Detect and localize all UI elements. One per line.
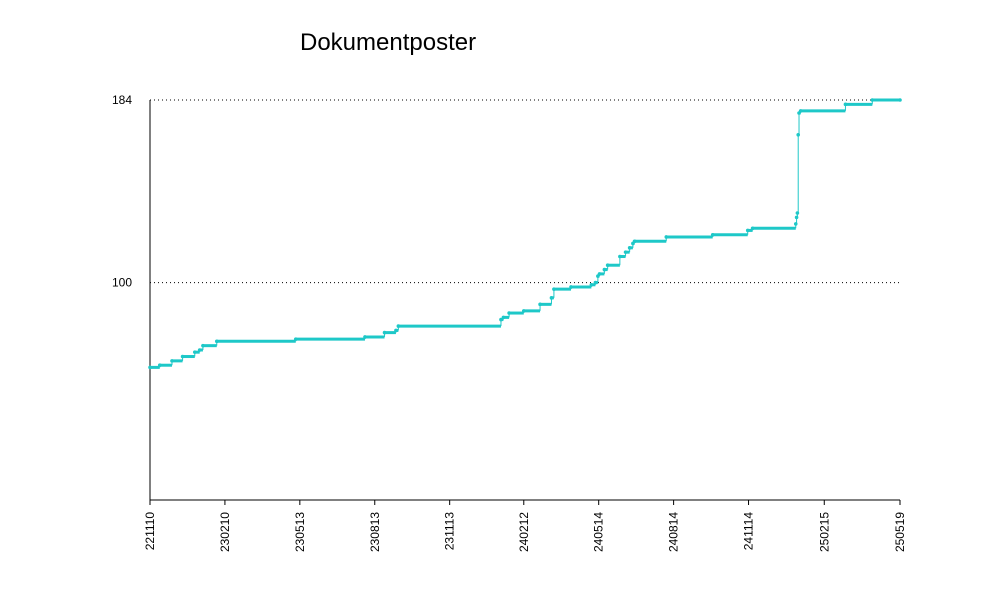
- x-tick-label: 230513: [293, 512, 307, 552]
- point: [794, 215, 799, 220]
- point: [795, 211, 800, 215]
- point: [602, 267, 607, 272]
- point: [148, 365, 152, 370]
- point: [843, 102, 848, 107]
- point: [793, 222, 798, 226]
- chart-title: Dokumentposter: [300, 29, 476, 56]
- point: [569, 285, 573, 289]
- point: [593, 280, 598, 285]
- point: [170, 359, 174, 363]
- point: [501, 315, 506, 320]
- point: [898, 98, 902, 102]
- x-tick-label: 250519: [893, 512, 907, 552]
- point: [664, 235, 669, 239]
- point: [632, 239, 637, 244]
- point: [192, 350, 197, 354]
- point: [363, 335, 367, 339]
- point: [589, 282, 594, 287]
- x-tick-label: 230210: [218, 512, 232, 552]
- point: [623, 250, 628, 254]
- point: [796, 132, 801, 137]
- point: [499, 317, 503, 322]
- point: [396, 324, 401, 328]
- point: [507, 311, 511, 315]
- x-tick-label: 240212: [517, 512, 531, 552]
- point: [750, 226, 755, 231]
- point: [201, 343, 205, 348]
- point: [798, 109, 803, 113]
- point: [597, 272, 602, 276]
- point: [538, 302, 542, 307]
- point: [710, 232, 715, 237]
- x-tick-label: 230813: [368, 512, 382, 552]
- point: [197, 348, 202, 352]
- point: [552, 287, 556, 291]
- y-tick-label: 184: [112, 93, 132, 107]
- point: [549, 296, 554, 300]
- point: [605, 263, 610, 268]
- x-tick-label: 241114: [742, 512, 756, 551]
- x-tick-label: 231113: [443, 512, 457, 551]
- point: [157, 363, 162, 368]
- point: [618, 254, 622, 259]
- point: [382, 330, 387, 335]
- point: [180, 354, 185, 359]
- point: [627, 246, 632, 250]
- x-tick-label: 221110: [143, 512, 157, 551]
- y-tick-label: 100: [112, 276, 132, 290]
- point: [745, 228, 750, 233]
- x-tick-label: 240514: [592, 512, 606, 552]
- point: [293, 337, 298, 341]
- x-tick-label: 240814: [667, 512, 681, 552]
- point: [214, 339, 219, 344]
- point: [870, 98, 875, 102]
- x-tick-label: 250215: [817, 512, 831, 552]
- point: [394, 328, 398, 333]
- point: [521, 309, 526, 313]
